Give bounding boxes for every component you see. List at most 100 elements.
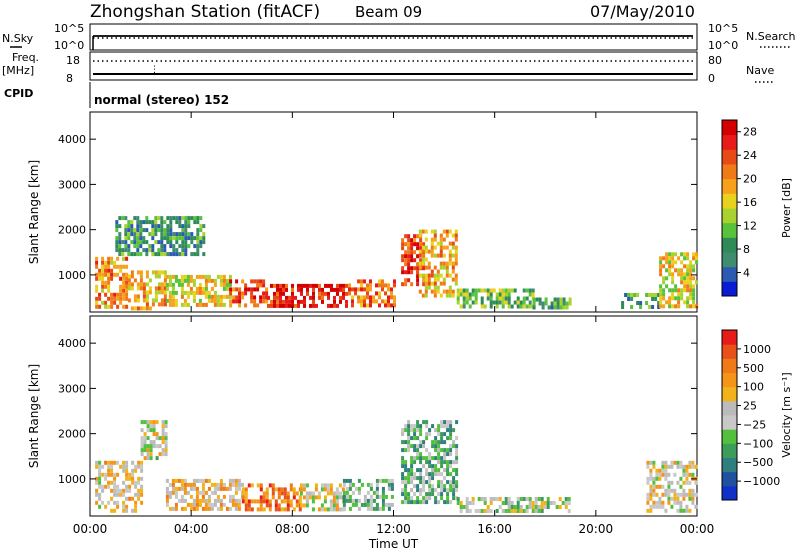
velocity-cell — [667, 484, 671, 489]
power-cell — [410, 254, 414, 259]
power-cell — [154, 252, 158, 257]
power-cell — [168, 302, 172, 307]
power-cell — [333, 295, 336, 300]
power-cell — [416, 254, 420, 259]
power-cell — [228, 274, 232, 279]
power-cell — [229, 279, 233, 284]
power-ytick-label: 3000 — [58, 178, 86, 191]
velocity-cell — [363, 502, 367, 507]
velocity-cell — [143, 440, 147, 445]
velocity-cell — [431, 492, 435, 497]
power-cell — [213, 282, 217, 287]
power-cell — [671, 280, 675, 285]
power-cell — [393, 295, 396, 300]
power-cell — [439, 237, 443, 242]
velocity-cell — [468, 501, 472, 505]
power-cell — [169, 224, 173, 229]
power-cell — [689, 276, 693, 281]
velocity-cell — [425, 480, 429, 485]
power-cell — [448, 289, 452, 294]
velocity-cell — [440, 488, 444, 493]
velocity-cell — [101, 472, 105, 477]
velocity-cell — [401, 448, 405, 453]
velocity-cell — [146, 424, 150, 429]
velocity-cell — [204, 490, 208, 495]
power-cell — [201, 286, 205, 291]
power-cell — [312, 287, 315, 292]
velocity-cell — [425, 472, 429, 477]
velocity-cell — [422, 500, 426, 505]
velocity-cell — [137, 476, 141, 481]
power-cell — [495, 292, 499, 297]
power-cell — [297, 303, 300, 308]
velocity-cell — [228, 482, 232, 487]
power-cell — [330, 303, 333, 308]
power-cell — [119, 264, 123, 269]
power-cell — [381, 283, 384, 288]
velocity-cell — [165, 498, 169, 503]
power-cell — [180, 290, 184, 295]
power-cell — [445, 269, 449, 274]
power-cell — [442, 289, 446, 294]
velocity-cell — [410, 436, 414, 441]
power-cell — [442, 253, 446, 258]
velocity-cell — [419, 500, 423, 505]
power-cell — [327, 295, 330, 300]
velocity-cell — [534, 497, 538, 501]
power-cell — [95, 296, 99, 301]
velocity-cell — [661, 500, 665, 505]
velocity-cell — [219, 506, 223, 511]
velocity-cell — [189, 502, 193, 507]
velocity-cell — [449, 436, 453, 441]
power-cell — [190, 232, 194, 237]
power-cell — [553, 301, 557, 306]
velocity-colorbar-tick-label: 500 — [743, 362, 764, 375]
velocity-cell — [543, 505, 547, 509]
velocity-cell — [277, 503, 281, 508]
power-cell — [410, 246, 414, 251]
power-cell — [531, 292, 535, 297]
velocity-cell — [113, 488, 117, 493]
power-cell — [651, 297, 655, 301]
power-cell — [127, 286, 131, 291]
velocity-cell — [419, 476, 423, 481]
velocity-ylabel: Slant Range [km] — [27, 364, 41, 468]
power-cell — [169, 236, 173, 241]
power-cell — [689, 260, 693, 265]
power-cell — [121, 240, 125, 245]
velocity-cell — [407, 476, 411, 481]
power-cell — [430, 269, 434, 274]
velocity-cell — [228, 478, 232, 483]
velocity-ytick-label: 2000 — [58, 428, 86, 441]
power-cell — [692, 292, 696, 297]
power-cell — [115, 220, 119, 225]
power-cell — [118, 232, 122, 237]
power-cell — [480, 304, 484, 309]
velocity-cell — [369, 506, 373, 511]
power-cell — [238, 291, 242, 296]
velocity-cell — [443, 420, 447, 425]
velocity-cell — [410, 488, 414, 493]
power-cell — [276, 287, 279, 292]
power-cell — [192, 294, 196, 299]
velocity-cell — [295, 499, 299, 504]
power-cell — [657, 301, 661, 305]
velocity-cell — [268, 499, 272, 504]
velocity-cell — [449, 428, 453, 433]
velocity-cell — [204, 506, 208, 511]
velocity-cell — [449, 472, 453, 477]
velocity-cell — [419, 472, 423, 477]
velocity-cell — [320, 507, 324, 512]
power-cell — [430, 273, 434, 278]
velocity-cell — [419, 456, 423, 461]
velocity-cell — [165, 502, 169, 507]
velocity-cell — [552, 501, 556, 505]
velocity-cell — [348, 486, 352, 491]
power-cell — [192, 278, 196, 283]
power-cell — [330, 287, 333, 292]
velocity-cell — [98, 504, 102, 509]
power-cell — [387, 303, 390, 308]
velocity-cell — [691, 496, 695, 501]
velocity-cell — [428, 496, 432, 501]
power-cell — [95, 284, 99, 289]
